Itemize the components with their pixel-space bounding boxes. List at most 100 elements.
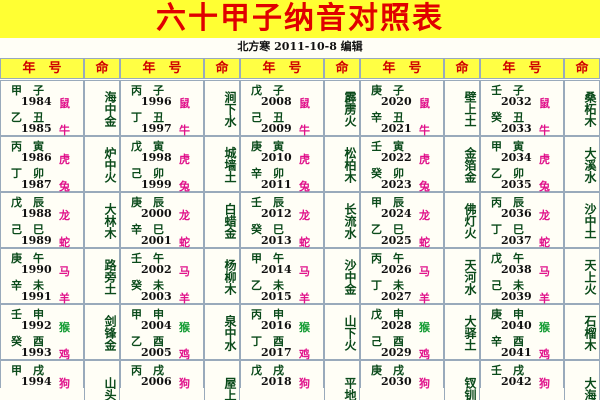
- year: 1997: [141, 122, 172, 135]
- year-cell: 乙 巳 2025 蛇: [360, 220, 444, 249]
- animal: 猴: [59, 321, 70, 334]
- year-cell: 己 丑 2009 牛: [240, 108, 324, 137]
- ganzhi: 庚 寅: [251, 140, 284, 153]
- year: 2013: [261, 234, 292, 247]
- animal: 鸡: [539, 348, 550, 361]
- animal: 羊: [179, 292, 190, 305]
- animal: 兔: [179, 180, 190, 193]
- nayin: 山头: [103, 377, 117, 400]
- animal: 猴: [419, 321, 430, 334]
- ganzhi: 丙 辰: [491, 196, 524, 209]
- year-cell: 丙 寅 1986 虎: [0, 136, 84, 166]
- ganzhi: 辛 巳: [131, 223, 164, 236]
- nayin-cell: 沙中金: [324, 248, 360, 304]
- ganzhi: 辛 丑: [371, 111, 404, 124]
- year: 2008: [261, 95, 292, 108]
- ganzhi: 壬 戌: [491, 364, 524, 377]
- year: 2034: [501, 151, 532, 164]
- year: 2005: [141, 346, 172, 359]
- header-year: 年 号: [360, 58, 444, 79]
- year-cell: 辛 未 1991 羊: [0, 276, 84, 305]
- year-cell: 庚 子 2020 鼠: [360, 80, 444, 110]
- year-cell: 壬 申 1992 猴: [0, 304, 84, 334]
- animal: 鼠: [299, 97, 310, 110]
- year: 1999: [141, 178, 172, 191]
- animal: 羊: [539, 292, 550, 305]
- year-cell: 辛 酉 2041 鸡: [480, 332, 564, 361]
- year-cell: 癸 丑 2033 牛: [480, 108, 564, 137]
- year: 2014: [261, 263, 292, 276]
- year-cell: 丙 申 2016 猴: [240, 304, 324, 334]
- ganzhi: 丙 戌: [131, 364, 164, 377]
- animal: 羊: [419, 292, 430, 305]
- year-cell: 戊 子 2008 鼠: [240, 80, 324, 110]
- year: 2038: [501, 263, 532, 276]
- year: 1988: [21, 207, 52, 220]
- animal: 鼠: [59, 97, 70, 110]
- ganzhi: 乙 丑: [11, 111, 44, 124]
- year-cell: 癸 卯 2023 兔: [360, 164, 444, 193]
- animal: 蛇: [419, 236, 430, 249]
- year-cell: 癸 未 2003 羊: [120, 276, 204, 305]
- ganzhi: 甲 辰: [371, 196, 404, 209]
- ganzhi: 戊 辰: [11, 196, 44, 209]
- year: 2039: [501, 290, 532, 303]
- nayin-cell: 大驿土: [444, 304, 480, 360]
- ganzhi: 戊 子: [251, 84, 284, 97]
- ganzhi: 戊 申: [371, 308, 404, 321]
- nayin: 钗钏: [463, 377, 477, 400]
- animal: 猴: [539, 321, 550, 334]
- header-nayin: 命: [204, 58, 240, 79]
- year: 2028: [381, 319, 412, 332]
- year: 1990: [21, 263, 52, 276]
- year-cell: 己 巳 1989 蛇: [0, 220, 84, 249]
- animal: 牛: [59, 124, 70, 137]
- nayin-cell: 钗钏: [444, 360, 480, 400]
- year: 1998: [141, 151, 172, 164]
- year-cell: 戊 申 2028 猴: [360, 304, 444, 334]
- year: 2025: [381, 234, 412, 247]
- nayin: 长流水: [343, 203, 357, 239]
- animal: 猴: [299, 321, 310, 334]
- year: 2003: [141, 290, 172, 303]
- animal: 龙: [179, 209, 190, 222]
- year: 1994: [21, 375, 52, 388]
- ganzhi: 丙 午: [371, 252, 404, 265]
- ganzhi: 辛 未: [11, 279, 44, 292]
- animal: 鸡: [419, 348, 430, 361]
- ganzhi: 乙 卯: [491, 167, 524, 180]
- animal: 鼠: [179, 97, 190, 110]
- animal: 龙: [299, 209, 310, 222]
- animal: 鸡: [59, 348, 70, 361]
- nayin: 大驿土: [463, 315, 477, 351]
- year-cell: 辛 丑 2021 牛: [360, 108, 444, 137]
- year-cell: 丙 戌 2006 狗: [120, 360, 204, 390]
- year: 2037: [501, 234, 532, 247]
- nayin: 大林木: [103, 203, 117, 239]
- year-cell: 丁 巳 2037 蛇: [480, 220, 564, 249]
- year: 2030: [381, 375, 412, 388]
- animal: 马: [539, 265, 550, 278]
- nayin-cell: 天河水: [444, 248, 480, 304]
- year: 2032: [501, 95, 532, 108]
- nayin: 山下火: [343, 315, 357, 351]
- header-nayin: 命: [444, 58, 480, 79]
- ganzhi: 壬 子: [491, 84, 524, 97]
- year: 2001: [141, 234, 172, 247]
- year: 2023: [381, 178, 412, 191]
- year-cell: 庚 辰 2000 龙: [120, 192, 204, 222]
- year: 1984: [21, 95, 52, 108]
- year-cell: 庚 申 2040 猴: [480, 304, 564, 334]
- nayin-cell: 桑柘木: [564, 80, 600, 136]
- animal: 龙: [59, 209, 70, 222]
- year-cell: 癸 巳 2013 蛇: [240, 220, 324, 249]
- year-cell: 壬 子 2032 鼠: [480, 80, 564, 110]
- year: 2020: [381, 95, 412, 108]
- nayin-cell: 海中金: [84, 80, 120, 136]
- year: 2029: [381, 346, 412, 359]
- year-cell: 甲 戌 1994 狗: [0, 360, 84, 390]
- nayin: 大海: [583, 377, 597, 400]
- ganzhi: 己 卯: [131, 167, 164, 180]
- year: 2009: [261, 122, 292, 135]
